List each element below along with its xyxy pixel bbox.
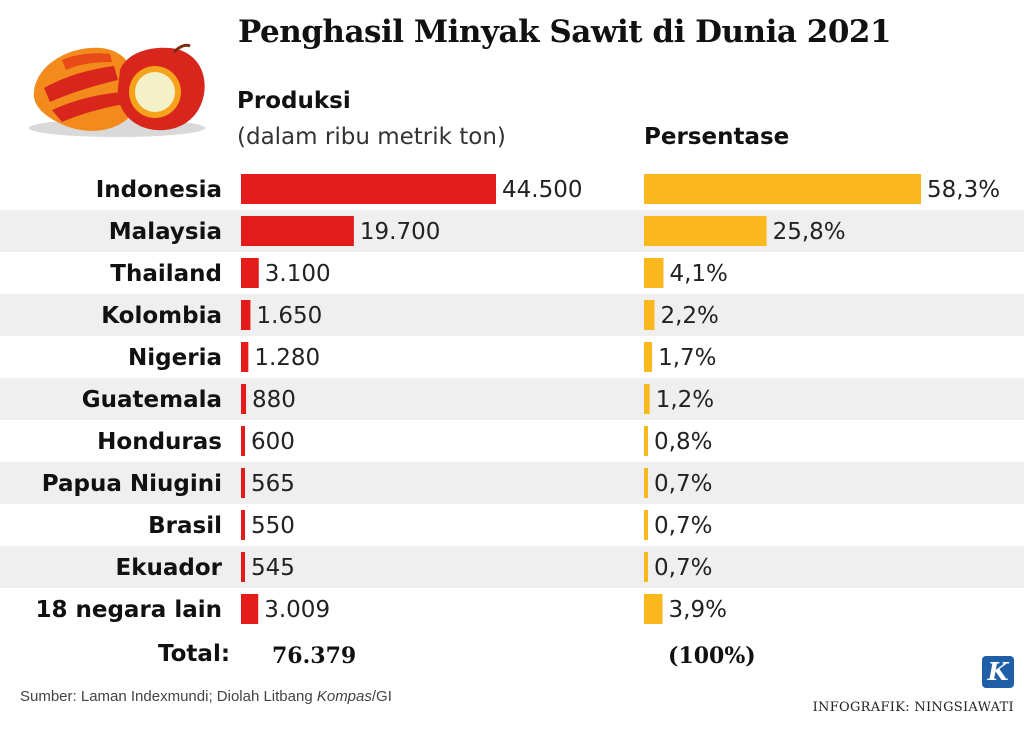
bar-chart: Indonesia 44.500 58,3% Malaysia 19.700 25,8% T… <box>0 174 1024 624</box>
production-bar <box>241 426 245 456</box>
production-value-label: 19.700 <box>360 219 440 245</box>
production-bar <box>241 258 259 288</box>
category-label: Ekuador <box>115 555 222 581</box>
percentage-bar <box>644 258 664 288</box>
row-stripe <box>0 462 1024 504</box>
production-value-label: 600 <box>251 429 295 455</box>
percentage-bar <box>644 510 648 540</box>
production-bar <box>241 594 259 624</box>
row-stripe <box>0 294 1024 336</box>
category-label: Indonesia <box>96 177 222 203</box>
category-label: 18 negara lain <box>35 597 222 623</box>
production-value-label: 565 <box>251 471 295 497</box>
production-bar <box>241 300 251 330</box>
production-value-label: 3.100 <box>265 261 331 287</box>
production-value-label: 1.650 <box>256 303 322 329</box>
production-bar <box>241 342 249 372</box>
category-label: Papua Niugini <box>42 471 222 497</box>
category-label: Kolombia <box>101 303 222 329</box>
production-bar <box>241 510 245 540</box>
percentage-value-label: 1,2% <box>656 387 714 413</box>
percentage-value-label: 58,3% <box>927 177 1000 203</box>
production-value-label: 1.280 <box>254 345 320 371</box>
production-bar <box>241 216 354 246</box>
category-label: Malaysia <box>109 219 222 245</box>
row-stripe <box>0 210 1024 252</box>
percentage-value-label: 0,8% <box>654 429 712 455</box>
row-stripe <box>0 546 1024 588</box>
source-note: Sumber: Laman Indexmundi; Diolah Litbang… <box>20 688 392 705</box>
infographic-credit: INFOGRAFIK: NINGSIAWATI <box>812 700 1014 715</box>
percentage-bar <box>644 384 650 414</box>
production-bar <box>241 468 245 498</box>
chart-title: Penghasil Minyak Sawit di Dunia 2021 <box>238 14 892 50</box>
percentage-bar <box>644 216 767 246</box>
category-label: Honduras <box>97 429 222 455</box>
percentage-bar <box>644 342 653 372</box>
percentage-value-label: 0,7% <box>654 555 712 581</box>
production-value-label: 44.500 <box>502 177 582 203</box>
palm-fruit-icon <box>29 43 205 137</box>
percentage-value-label: 4,1% <box>669 261 727 287</box>
percentage-value-label: 25,8% <box>773 219 846 245</box>
category-label: Thailand <box>110 261 222 287</box>
percentage-bar <box>644 552 648 582</box>
category-label: Guatemala <box>82 387 222 413</box>
percentage-bar <box>644 426 648 456</box>
source-prefix: Sumber: Laman Indexmundi; Diolah Litbang <box>20 688 317 705</box>
row-stripe <box>0 378 1024 420</box>
production-bar <box>241 552 245 582</box>
production-header: Produksi <box>237 88 351 114</box>
percentage-bar <box>644 468 648 498</box>
production-bar <box>241 174 496 204</box>
production-value-label: 3.009 <box>264 597 330 623</box>
percentage-bar <box>644 594 663 624</box>
percentage-header: Persentase <box>644 124 790 150</box>
percentage-bar <box>644 174 921 204</box>
production-value-label: 550 <box>251 513 295 539</box>
category-label: Brasil <box>148 513 222 539</box>
total-value: 76.379 <box>272 643 357 669</box>
category-label: Nigeria <box>128 345 222 371</box>
production-bar <box>241 384 247 414</box>
percentage-value-label: 1,7% <box>658 345 716 371</box>
total-label: Total: <box>158 641 231 667</box>
percentage-value-label: 0,7% <box>654 471 712 497</box>
percentage-value-label: 2,2% <box>660 303 718 329</box>
source-suffix: /GI <box>371 688 392 705</box>
production-value-label: 545 <box>251 555 295 581</box>
production-value-label: 880 <box>252 387 296 413</box>
percentage-value-label: 3,9% <box>669 597 727 623</box>
kompas-logo: K <box>982 656 1014 688</box>
percentage-bar <box>644 300 655 330</box>
total-percent: (100%) <box>668 643 756 669</box>
production-unit: (dalam ribu metrik ton) <box>237 124 506 150</box>
percentage-value-label: 0,7% <box>654 513 712 539</box>
source-publication: Kompas <box>316 688 372 705</box>
